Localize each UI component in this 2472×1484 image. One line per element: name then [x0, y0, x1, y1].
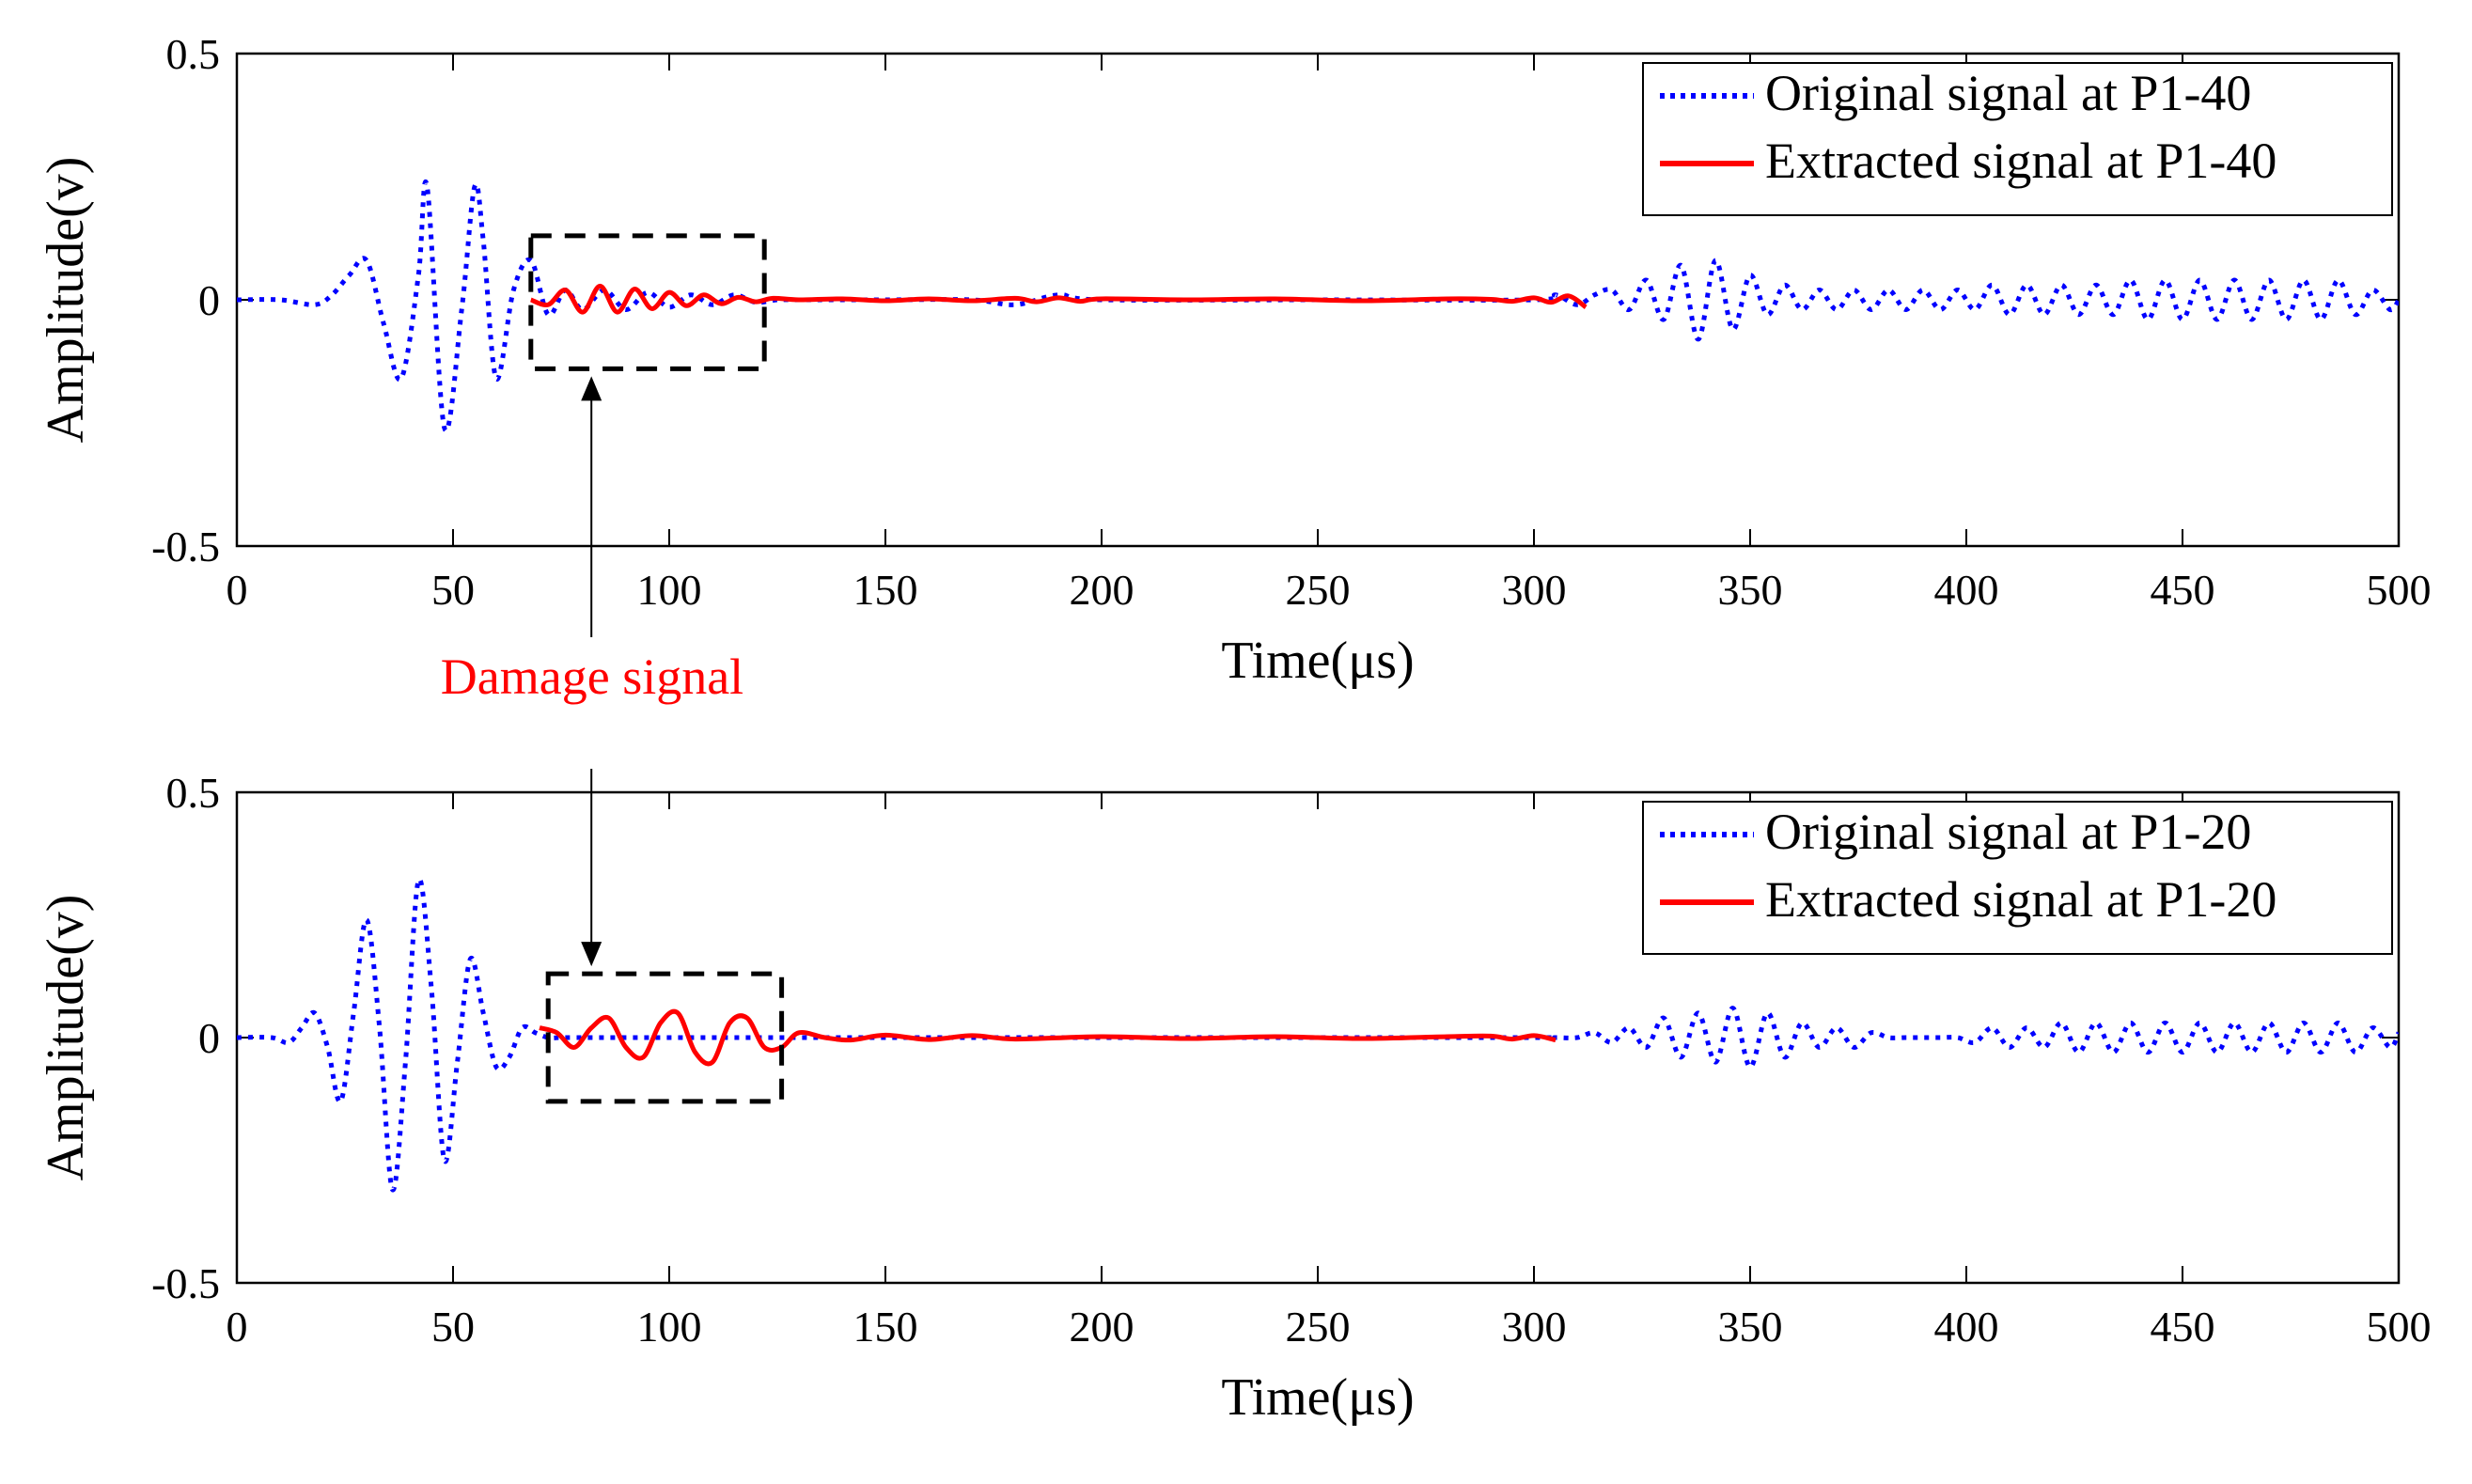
damage-box — [528, 233, 767, 371]
x-tick-label: 400 — [1934, 1303, 1999, 1351]
series-line-extracted — [539, 1008, 1557, 1067]
x-tick-label: 100 — [637, 1303, 702, 1351]
series-line-original — [237, 179, 2399, 433]
y-tick-label: 0.5 — [166, 769, 221, 817]
top-panel: 0 50 100 150 200 250 300 350 400 450 500-0.500.5Ti… — [37, 30, 2432, 690]
x-axis-title: Time(μs) — [1221, 632, 1414, 690]
legend-label: Extracted signal at P1-40 — [1765, 133, 2276, 189]
y-tick-label: 0 — [198, 276, 220, 324]
x-tick-label: 0 — [227, 1303, 248, 1351]
y-tick-label: 0 — [198, 1014, 220, 1062]
x-tick-label: 250 — [1286, 566, 1351, 614]
legend-label: Original signal at P1-40 — [1765, 65, 2251, 121]
series-line-original — [237, 877, 2399, 1193]
x-tick-label: 350 — [1718, 566, 1783, 614]
x-tick-label: 500 — [2367, 566, 2432, 614]
arrow-up-head — [581, 376, 602, 401]
x-tick-label: 150 — [853, 566, 918, 614]
y-axis-title: Amplitude(v) — [37, 157, 95, 444]
y-tick-label: 0.5 — [166, 30, 221, 78]
x-tick-label: 450 — [2151, 1303, 2215, 1351]
x-tick-label: 300 — [1502, 1303, 1567, 1351]
y-axis-title: Amplitude(v) — [37, 895, 95, 1181]
x-tick-label: 100 — [637, 566, 702, 614]
legend-box — [1642, 62, 2393, 216]
x-tick-label: 50 — [431, 1303, 475, 1351]
x-tick-label: 0 — [227, 566, 248, 614]
x-tick-label: 200 — [1070, 1303, 1134, 1351]
x-axis-title: Time(μs) — [1221, 1368, 1414, 1427]
x-tick-label: 500 — [2367, 1303, 2432, 1351]
x-tick-label: 50 — [431, 566, 475, 614]
y-tick-label: -0.5 — [151, 1259, 220, 1307]
x-tick-label: 400 — [1934, 566, 1999, 614]
series-line-extracted — [529, 283, 1588, 315]
x-tick-label: 450 — [2151, 566, 2215, 614]
x-tick-label: 300 — [1502, 566, 1567, 614]
legend-label: Original signal at P1-20 — [1765, 804, 2251, 860]
y-tick-label: -0.5 — [151, 523, 220, 570]
bottom-panel: 0 50 100 150 200 250 300 350 400 450 500-0.500.5Ti… — [37, 769, 2432, 1427]
damage-signal-label: Damage signal — [441, 648, 743, 705]
damage-box — [545, 971, 785, 1104]
x-tick-label: 350 — [1718, 1303, 1783, 1351]
x-tick-label: 250 — [1286, 1303, 1351, 1351]
x-tick-label: 150 — [853, 1303, 918, 1351]
legend-label: Extracted signal at P1-20 — [1765, 871, 2276, 928]
legend-box — [1642, 801, 2393, 955]
arrow-down-head — [581, 942, 602, 967]
damage-signal-annotation: Damage signal — [441, 233, 785, 1104]
x-tick-label: 200 — [1070, 566, 1134, 614]
